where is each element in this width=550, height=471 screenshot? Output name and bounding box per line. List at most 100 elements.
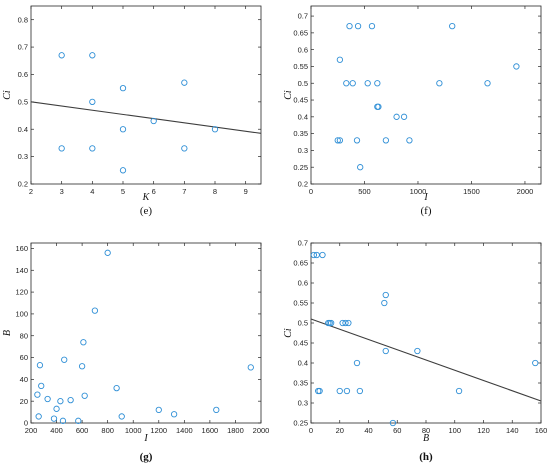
scatter-point	[343, 387, 351, 395]
scatter-point	[211, 126, 219, 133]
panel-caption: (f)	[421, 205, 432, 217]
scatter-point	[381, 299, 388, 307]
scatter-point	[336, 387, 343, 395]
x-tick-label: 0	[309, 426, 313, 435]
y-tick-label: 0.2	[298, 180, 308, 189]
x-axis-label: K	[142, 192, 151, 203]
scatter-point	[119, 126, 127, 133]
scatter-point	[58, 145, 65, 152]
scatter-point	[78, 363, 86, 370]
x-tick-label: 1200	[150, 426, 167, 435]
scatter-point	[150, 117, 157, 125]
y-tick-label: 0.6	[298, 45, 308, 54]
y-tick-label: 0.25	[293, 419, 308, 428]
scatter-point	[406, 137, 413, 144]
scatter-point	[375, 103, 382, 110]
scatter-point	[393, 113, 400, 120]
y-tick-label: 40	[20, 375, 28, 384]
scatter-point	[89, 52, 96, 59]
scatter-point	[345, 319, 352, 327]
scatter-point	[364, 80, 371, 87]
x-tick-label: 2	[29, 187, 33, 196]
x-tick-label: 200	[25, 426, 38, 435]
x-tick-label: 1800	[227, 426, 244, 435]
y-tick-label: 0.4	[298, 359, 308, 368]
scatter-point	[81, 392, 88, 399]
scatter-point	[532, 359, 539, 367]
scatter-point	[50, 415, 58, 422]
y-tick-label: 0.55	[293, 62, 308, 71]
y-axis-label: Ci	[2, 90, 13, 100]
scatter-point	[354, 23, 362, 30]
scatter-point	[319, 251, 326, 259]
trend-line	[30, 101, 262, 134]
x-tick-label: 1000	[410, 187, 427, 196]
y-tick-label: 60	[20, 353, 28, 362]
x-tick-label: 600	[76, 426, 89, 435]
x-tick-label: 500	[358, 187, 371, 196]
scatter-point	[170, 411, 178, 418]
scatter-point	[334, 137, 341, 144]
x-tick-label: 1400	[176, 426, 193, 435]
y-tick-label: 0.3	[298, 399, 308, 408]
x-tick-label: 2000	[253, 426, 270, 435]
scatter-point	[36, 362, 44, 369]
x-tick-label: 400	[50, 426, 63, 435]
y-tick-label: 0.65	[293, 28, 308, 37]
plot-frame	[310, 5, 542, 185]
scatter-point	[181, 79, 188, 86]
x-axis-label: B	[423, 433, 429, 444]
trend-line	[310, 318, 542, 402]
scatter-point	[336, 137, 344, 144]
scatter-point	[382, 137, 390, 144]
y-tick-label: 0.35	[293, 379, 308, 388]
scatter-point	[310, 251, 318, 259]
scatter-point	[357, 164, 364, 171]
scatter-point	[35, 413, 42, 420]
scatter-point	[104, 249, 111, 256]
x-tick-label: 2000	[517, 187, 534, 196]
scatter-point	[353, 359, 361, 367]
x-axis-label: I	[143, 433, 148, 444]
x-tick-label: 140	[506, 426, 519, 435]
scatter-point	[414, 347, 421, 355]
scatter-point	[57, 398, 64, 405]
y-axis-label: Ci	[283, 90, 294, 100]
x-tick-label: 9	[244, 187, 248, 196]
y-tick-label: 120	[15, 288, 28, 297]
scatter-point	[53, 405, 60, 412]
x-tick-label: 1500	[463, 187, 480, 196]
scatter-point	[342, 319, 349, 327]
scatter-point	[374, 80, 381, 87]
y-tick-label: 20	[20, 397, 28, 406]
scatter-point	[89, 145, 96, 152]
plot-frame	[30, 5, 262, 185]
scatter-point	[75, 417, 82, 424]
scatter-point	[181, 145, 188, 152]
y-tick-label: 0.5	[298, 79, 308, 88]
scatter-point	[80, 339, 87, 346]
y-tick-label: 0.7	[18, 43, 28, 52]
scatter-point	[113, 384, 120, 392]
y-tick-label: 0.5	[18, 97, 28, 106]
x-tick-label: 800	[101, 426, 114, 435]
scatter-point	[44, 395, 51, 403]
x-tick-label: 6	[152, 187, 156, 196]
y-tick-label: 80	[20, 331, 28, 340]
y-tick-label: 0.45	[293, 96, 308, 105]
scatter-point	[58, 52, 65, 59]
y-tick-label: 0.3	[298, 146, 308, 155]
scatter-point	[327, 319, 335, 327]
y-tick-label: 0.7	[298, 12, 308, 21]
scatter-point	[34, 391, 41, 398]
scatter-point	[400, 113, 408, 120]
x-tick-label: 8	[213, 187, 217, 196]
scatter-point	[89, 98, 96, 105]
x-tick-label: 5	[121, 187, 125, 196]
panel-e: 2 3 4 5 6 7 8 9 0.2 0.3 0.4 0.5 0.6 0.7 0.8 K Ci (e)	[2, 5, 262, 217]
y-tick-label: 0	[24, 419, 28, 428]
x-tick-label: 160	[535, 426, 548, 435]
y-tick-label: 0.45	[293, 339, 308, 348]
y-tick-label: 0.6	[298, 279, 308, 288]
scatter-point	[61, 356, 68, 363]
